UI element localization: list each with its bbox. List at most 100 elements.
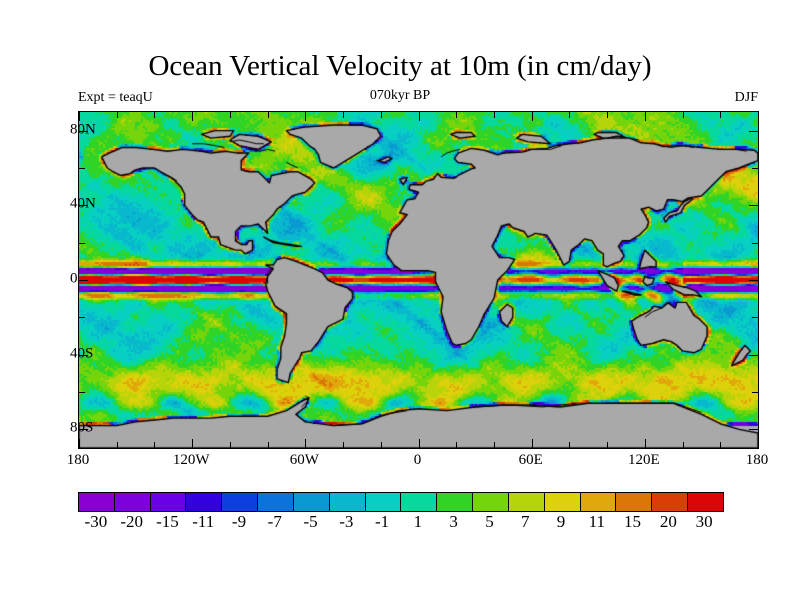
colorbar-tick-label: 15 <box>624 512 642 531</box>
x-axis-tick <box>607 112 608 118</box>
colorbar-tick-label: -11 <box>192 512 215 531</box>
colorbar-tick-label: -9 <box>231 512 247 531</box>
colorbar-tick-label: 3 <box>449 512 458 531</box>
x-axis-label: 180 <box>66 452 90 468</box>
y-axis-tick <box>752 168 758 169</box>
x-axis-label: 60W <box>289 452 319 468</box>
x-axis-label: 120W <box>172 452 210 468</box>
y-axis-tick <box>79 168 85 169</box>
colorbar-tick-label: -15 <box>156 512 179 531</box>
x-axis-label: 180 <box>745 452 769 468</box>
colorbar-swatch <box>437 493 474 511</box>
x-axis-tick <box>305 439 306 448</box>
y-axis-tick <box>752 392 758 393</box>
ocean-vertical-velocity-heatmap <box>79 112 758 448</box>
x-axis-label: 0 <box>413 452 422 468</box>
colorbar-swatch <box>652 493 689 511</box>
x-axis-tick <box>192 112 193 121</box>
y-axis-tick <box>79 280 88 281</box>
y-axis-tick <box>79 243 85 244</box>
colorbar-swatch <box>508 493 545 511</box>
x-axis-tick <box>419 439 420 448</box>
colorbar-tick-label: 20 <box>659 512 677 531</box>
x-axis-tick <box>154 112 155 118</box>
y-axis-tick <box>749 131 758 132</box>
y-axis-tick <box>79 205 88 206</box>
colorbar-swatch <box>186 493 223 511</box>
colorbar-swatch <box>688 493 723 511</box>
colorbar-tick-label: 7 <box>520 512 530 531</box>
colorbar-tick-label: -7 <box>267 512 282 531</box>
colorbar-swatch <box>580 493 617 511</box>
colorbar-tick-label: -30 <box>84 512 108 531</box>
colorbar-swatch <box>401 493 438 511</box>
map-plot-area <box>78 111 759 449</box>
x-axis-tick <box>645 112 646 121</box>
x-axis-tick <box>230 112 231 118</box>
colorbar-tick-label: -20 <box>120 512 143 531</box>
x-axis-tick <box>381 442 382 448</box>
x-axis-tick <box>79 439 80 448</box>
x-axis-tick <box>758 439 759 448</box>
x-axis-tick <box>532 112 533 121</box>
x-axis-tick <box>117 112 118 118</box>
colorbar-swatch <box>329 493 366 511</box>
colorbar-tick-label: -5 <box>303 512 318 531</box>
x-axis-tick <box>268 442 269 448</box>
x-axis-tick <box>569 112 570 118</box>
x-axis-tick <box>532 439 533 448</box>
x-axis-tick <box>343 112 344 118</box>
colorbar-tick-label: -3 <box>339 512 354 531</box>
y-axis-tick <box>79 317 85 318</box>
colorbar-tick-label: 9 <box>556 512 566 531</box>
colorbar-swatch <box>544 493 581 511</box>
y-axis-tick <box>749 205 758 206</box>
colorbar-tick-label: 5 <box>485 512 494 531</box>
x-axis-tick <box>154 442 155 448</box>
colorbar-swatch <box>258 493 294 511</box>
colorbar <box>78 492 724 512</box>
colorbar-swatch <box>222 493 259 511</box>
colorbar-tick-label: 11 <box>588 512 605 531</box>
x-axis-tick <box>456 112 457 118</box>
colorbar-swatch <box>365 493 402 511</box>
x-axis-tick <box>607 442 608 448</box>
y-axis-tick <box>79 429 88 430</box>
x-axis-tick <box>645 439 646 448</box>
colorbar-swatch <box>114 493 151 511</box>
x-axis-tick <box>305 112 306 121</box>
x-axis-tick <box>268 112 269 118</box>
colorbar-tick-labels: -30 -20 -15 -11 -9 -7 -5 -3 -1 1 3 5 7 9 11 15 20 30 <box>78 512 724 536</box>
y-axis-tick <box>79 355 88 356</box>
x-axis-tick <box>720 112 721 118</box>
y-axis-tick <box>79 392 85 393</box>
figure-subtitle: 070kyr BP <box>369 88 431 103</box>
x-axis-tick <box>230 442 231 448</box>
colorbar-tick-label: -1 <box>375 512 390 531</box>
season-label: DJF <box>734 90 758 105</box>
y-axis-tick <box>752 317 758 318</box>
x-axis-tick <box>569 442 570 448</box>
x-axis-tick <box>494 112 495 118</box>
x-axis-tick <box>683 112 684 118</box>
x-axis-tick <box>758 112 759 121</box>
colorbar-swatch <box>293 493 330 511</box>
x-axis-label: 120E <box>627 452 660 468</box>
x-axis-tick <box>117 442 118 448</box>
x-axis-tick <box>79 112 80 121</box>
x-axis-tick <box>720 442 721 448</box>
colorbar-swatch <box>79 493 115 511</box>
y-axis-tick <box>749 429 758 430</box>
x-axis-tick <box>192 439 193 448</box>
experiment-label: Expt = teaqU <box>78 90 153 105</box>
colorbar-swatch <box>473 493 509 511</box>
y-axis-tick <box>79 131 88 132</box>
page-title: Ocean Vertical Velocity at 10m (in cm/da… <box>148 50 652 82</box>
x-axis-tick <box>343 442 344 448</box>
y-axis-tick <box>749 355 758 356</box>
x-axis-tick <box>456 442 457 448</box>
x-axis-tick <box>683 442 684 448</box>
colorbar-swatch <box>616 493 653 511</box>
y-axis-tick <box>752 243 758 244</box>
